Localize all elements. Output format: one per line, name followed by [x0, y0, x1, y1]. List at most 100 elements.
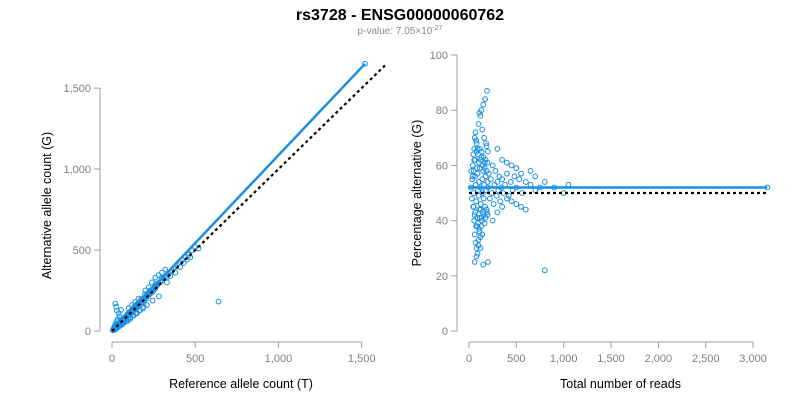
right-data-point: [483, 206, 490, 213]
right-data-point: [473, 198, 480, 205]
right-data-point: [507, 179, 514, 185]
right-data-point: [481, 220, 488, 227]
right-data-point: [476, 179, 482, 185]
right-data-point: [494, 179, 501, 185]
left-data-point: [215, 298, 222, 305]
right-data-point: [468, 195, 475, 202]
right-data-point: [475, 192, 482, 199]
left-y-tick-label: 1,500: [63, 83, 91, 95]
right-data-point: [473, 140, 480, 147]
right-data-point: [476, 225, 482, 232]
left-data-point: [149, 297, 156, 304]
right-data-point: [475, 220, 481, 227]
right-data-point: [503, 159, 510, 166]
right-y-tick-label: 100: [430, 50, 448, 62]
left-data-point: [118, 307, 125, 313]
right-data-point: [477, 201, 484, 207]
left-data-point: [113, 303, 120, 310]
right-x-tick-label: 2,000: [645, 353, 673, 365]
right-data-point: [518, 203, 524, 210]
p-value-exponent: -27: [432, 25, 442, 32]
right-data-point: [499, 156, 506, 163]
right-data-point: [508, 198, 515, 205]
figure-title: rs3728 - ENSG00000060762: [296, 7, 504, 24]
right-data-point: [492, 168, 499, 174]
right-data-point: [508, 162, 515, 169]
left-x-tick-label: 500: [186, 353, 204, 365]
right-data-point: [473, 137, 480, 144]
left-data-point: [164, 279, 170, 286]
right-y-tick-label: 20: [436, 271, 448, 283]
left-data-point: [162, 266, 169, 273]
right-data-point: [483, 140, 489, 147]
right-scatter-panel: 0 20 40 60 80 100 0 500 1,000 1,500 2,000 2,500 3,00…: [410, 50, 771, 391]
right-data-point: [482, 173, 489, 180]
right-data-point: [473, 253, 480, 260]
right-data-point: [518, 170, 524, 177]
right-y-tick-label: 80: [436, 105, 448, 117]
right-y-axis-title: Percentage alternative (G): [410, 120, 424, 267]
right-y-tick-label: 0: [442, 326, 448, 338]
right-data-point: [516, 176, 523, 183]
right-data-point: [475, 242, 482, 249]
right-data-point: [485, 148, 491, 155]
right-data-point: [484, 159, 491, 166]
right-data-point: [470, 168, 477, 174]
right-data-point: [478, 107, 485, 114]
left-data-point: [112, 300, 119, 307]
right-data-point: [474, 250, 481, 257]
right-data-point: [482, 96, 488, 103]
left-data-point: [152, 274, 159, 281]
right-data-point: [474, 165, 480, 172]
left-x-axis-title: Reference allele count (T): [169, 377, 313, 391]
right-data-point: [485, 259, 491, 265]
left-y-tick-label: 500: [73, 245, 91, 257]
right-x-tick-label: 0: [466, 353, 472, 365]
left-data-point: [156, 293, 162, 300]
right-data-point: [471, 145, 478, 152]
right-data-point: [499, 203, 506, 210]
left-y-axis-title: Alternative allele count (G): [40, 132, 54, 279]
left-data-point: [155, 272, 162, 279]
left-scatter-panel: 0 500 1,000 1,500 0 500 1,000 1,500 Reference al…: [40, 60, 386, 391]
right-data-point: [474, 145, 481, 152]
right-data-point: [475, 121, 482, 127]
right-data-point: [503, 170, 510, 177]
right-data-point: [522, 206, 529, 213]
left-y-tick-label: 0: [85, 326, 91, 338]
right-data-point: [472, 209, 479, 216]
right-y-tick-label: 40: [436, 216, 448, 228]
left-data-point: [140, 305, 146, 312]
right-data-point: [475, 151, 481, 158]
right-data-point: [471, 134, 478, 141]
right-data-point: [484, 209, 490, 216]
right-data-point: [480, 101, 487, 108]
right-data-point: [471, 231, 478, 238]
right-data-point: [541, 267, 548, 274]
right-data-point: [478, 148, 485, 155]
right-data-point: [469, 173, 476, 180]
right-data-point: [541, 179, 548, 185]
left-x-tick-label: 0: [109, 353, 115, 365]
right-data-point: [471, 259, 478, 265]
p-value-label: p-value: 7.05×10-27: [358, 25, 443, 37]
right-data-point: [494, 209, 501, 216]
right-data-point: [527, 168, 534, 174]
right-data-point: [472, 156, 479, 163]
right-data-point: [474, 214, 480, 221]
right-x-tick-label: 1,000: [550, 353, 578, 365]
right-y-tick-label: 60: [436, 160, 448, 172]
right-data-point: [479, 209, 486, 216]
right-data-point: [472, 239, 479, 246]
right-data-point: [477, 112, 484, 119]
right-data-point: [474, 170, 481, 177]
right-data-point: [513, 201, 520, 207]
right-data-point: [478, 154, 485, 161]
right-data-point: [480, 261, 487, 268]
right-data-point: [484, 87, 490, 94]
right-data-point: [470, 203, 477, 210]
right-data-point: [494, 145, 501, 152]
right-data-point: [477, 234, 484, 241]
right-data-point: [481, 134, 488, 141]
